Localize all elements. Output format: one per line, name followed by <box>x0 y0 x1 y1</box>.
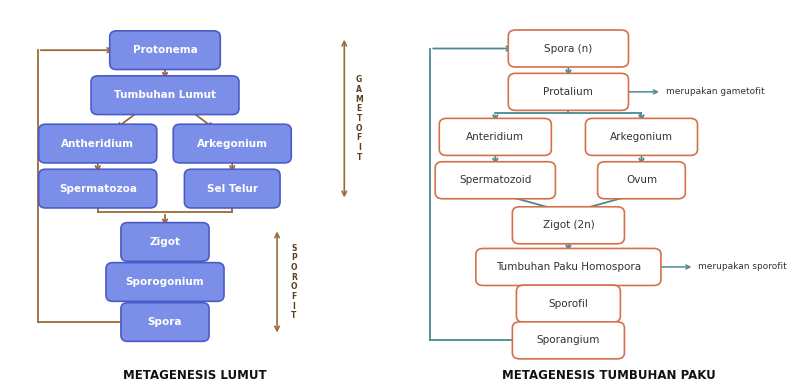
FancyBboxPatch shape <box>597 162 684 199</box>
Text: Spermatozoid: Spermatozoid <box>458 175 531 185</box>
FancyBboxPatch shape <box>512 322 624 359</box>
Text: Protalium: Protalium <box>543 87 593 97</box>
Text: Zigot: Zigot <box>149 237 180 247</box>
Text: Arkegonium: Arkegonium <box>196 139 268 149</box>
Text: Sporogonium: Sporogonium <box>126 277 204 287</box>
Text: METAGENESIS LUMUT: METAGENESIS LUMUT <box>123 369 266 379</box>
FancyBboxPatch shape <box>475 249 660 285</box>
FancyBboxPatch shape <box>173 124 291 163</box>
Text: merupakan gametofit: merupakan gametofit <box>665 88 763 96</box>
Text: METAGENESIS TUMBUHAN PAKU: METAGENESIS TUMBUHAN PAKU <box>501 369 715 379</box>
Text: Antheridium: Antheridium <box>61 139 134 149</box>
Text: Anteridium: Anteridium <box>466 132 524 142</box>
FancyBboxPatch shape <box>91 76 238 114</box>
FancyBboxPatch shape <box>516 285 620 322</box>
Text: merupakan sporofit: merupakan sporofit <box>697 263 786 271</box>
Text: Spermatozoa: Spermatozoa <box>58 183 136 194</box>
FancyBboxPatch shape <box>39 169 157 208</box>
FancyBboxPatch shape <box>508 30 628 67</box>
FancyBboxPatch shape <box>109 31 220 69</box>
FancyBboxPatch shape <box>39 124 157 163</box>
Text: Tumbuhan Paku Homospora: Tumbuhan Paku Homospora <box>496 262 640 272</box>
Text: Sel Telur: Sel Telur <box>207 183 257 194</box>
Text: Spora (n): Spora (n) <box>543 44 592 53</box>
FancyBboxPatch shape <box>184 169 280 208</box>
Text: Sporofil: Sporofil <box>547 299 588 309</box>
Text: Tumbuhan Lumut: Tumbuhan Lumut <box>114 90 216 100</box>
FancyBboxPatch shape <box>435 162 555 199</box>
FancyBboxPatch shape <box>512 207 624 244</box>
FancyBboxPatch shape <box>121 303 208 341</box>
FancyBboxPatch shape <box>121 222 208 261</box>
Text: Protonema: Protonema <box>132 45 197 55</box>
Text: Zigot (2n): Zigot (2n) <box>542 220 594 230</box>
FancyBboxPatch shape <box>106 263 224 301</box>
FancyBboxPatch shape <box>508 74 628 110</box>
Text: Spora: Spora <box>148 317 182 327</box>
Text: Sporangium: Sporangium <box>536 335 599 345</box>
Text: G
A
M
E
T
O
F
I
T: G A M E T O F I T <box>355 75 363 162</box>
Text: Arkegonium: Arkegonium <box>609 132 672 142</box>
Text: Ovum: Ovum <box>625 175 656 185</box>
Text: S
P
O
R
O
F
I
T: S P O R O F I T <box>290 244 297 320</box>
FancyBboxPatch shape <box>585 118 697 155</box>
FancyBboxPatch shape <box>439 118 551 155</box>
